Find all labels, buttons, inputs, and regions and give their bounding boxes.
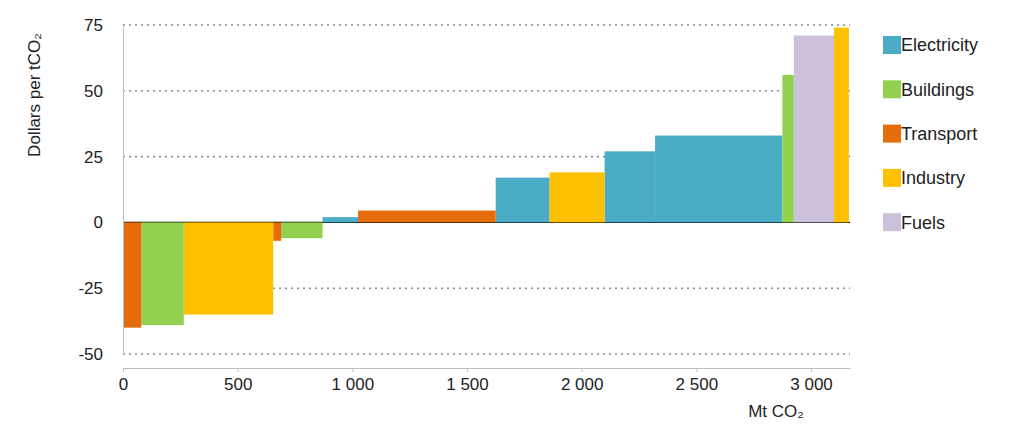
y-tick-label: 75 — [84, 16, 103, 35]
legend-swatch — [883, 213, 901, 231]
x-tick: 2 500 — [676, 368, 719, 394]
legend-item: Buildings — [883, 80, 974, 100]
bars — [123, 28, 849, 328]
bar — [782, 75, 793, 222]
y-tick: -25 — [78, 279, 123, 298]
bar — [834, 28, 849, 223]
legend-item: Transport — [883, 124, 977, 144]
legend-swatch — [883, 80, 901, 98]
legend-label: Buildings — [901, 80, 974, 100]
legend: Electricity Buildings Transport Industry Fue… — [883, 35, 978, 232]
bar — [794, 36, 834, 223]
bar — [655, 136, 782, 223]
x-tick-label: 1 000 — [332, 375, 375, 394]
x-tick-label: 500 — [224, 375, 252, 394]
bar — [358, 211, 496, 223]
bar — [123, 222, 141, 327]
x-tick: 1 500 — [446, 368, 489, 394]
bar — [273, 222, 281, 240]
x-axis: 0 500 1 000 1 500 2 000 2 500 3 000 — [119, 368, 851, 394]
x-tick: 2 000 — [561, 368, 604, 394]
x-tick: 500 — [224, 368, 252, 394]
bar — [281, 222, 322, 238]
bar — [496, 178, 550, 223]
y-tick-label: -50 — [78, 345, 103, 364]
legend-swatch — [883, 36, 901, 54]
legend-label: Industry — [901, 168, 965, 188]
x-axis-title: Mt CO₂ — [748, 402, 804, 421]
chart: -50 -25 0 25 50 75 0 500 1 000 1 500 2 000 2 500 3 0… — [0, 0, 1024, 440]
y-tick: 25 — [84, 148, 123, 167]
x-tick-label: 0 — [119, 375, 128, 394]
grid-line — [123, 353, 850, 355]
x-tick: 3 000 — [790, 368, 833, 394]
grid-line — [123, 24, 850, 26]
grid — [123, 25, 850, 354]
y-axis-line — [123, 26, 124, 355]
y-tick-label: 25 — [84, 148, 103, 167]
legend-label: Fuels — [901, 213, 945, 233]
y-tick-label: -25 — [78, 279, 103, 298]
x-axis-line — [124, 368, 851, 369]
bar — [141, 222, 183, 325]
bar — [323, 217, 359, 222]
x-tick: 1 000 — [332, 368, 375, 394]
x-tick-mark — [696, 368, 697, 372]
bar — [184, 222, 273, 314]
x-tick-mark — [582, 368, 583, 372]
grid-line — [123, 90, 850, 92]
x-tick: 0 — [119, 368, 128, 394]
y-tick: 0 — [94, 213, 123, 232]
y-axis: -50 -25 0 25 50 75 — [78, 16, 123, 364]
legend-item: Industry — [883, 168, 965, 188]
x-tick-mark — [467, 368, 468, 372]
x-tick-mark — [238, 368, 239, 372]
x-tick-mark — [811, 368, 812, 372]
y-axis-title: Dollars per tCO₂ — [25, 33, 44, 157]
x-tick-mark — [123, 368, 124, 372]
legend-swatch — [883, 125, 901, 143]
y-tick-label: 0 — [94, 213, 103, 232]
x-tick-label: 3 000 — [790, 375, 833, 394]
x-tick-mark — [352, 368, 353, 372]
x-tick-label: 1 500 — [446, 375, 489, 394]
legend-item: Fuels — [883, 213, 945, 233]
x-tick-label: 2 000 — [561, 375, 604, 394]
y-tick: -50 — [78, 345, 123, 364]
y-tick-label: 50 — [84, 82, 103, 101]
y-tick: 50 — [84, 82, 123, 101]
y-tick: 75 — [84, 16, 123, 35]
legend-item: Electricity — [883, 35, 978, 55]
legend-label: Electricity — [901, 35, 978, 55]
bar — [550, 172, 605, 222]
legend-swatch — [883, 169, 901, 187]
x-tick-label: 2 500 — [676, 375, 719, 394]
legend-label: Transport — [901, 124, 977, 144]
bar — [605, 151, 655, 222]
